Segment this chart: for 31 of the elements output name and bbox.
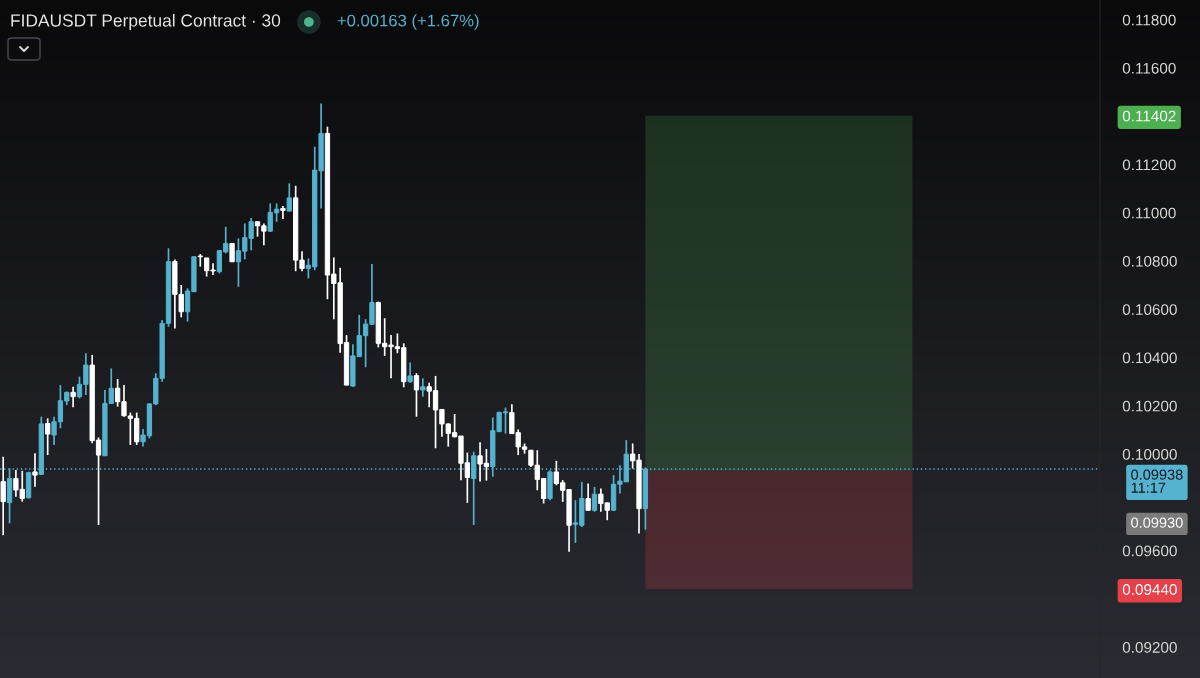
candlestick bbox=[471, 450, 477, 526]
y-tick-label: 0.10200 bbox=[1122, 400, 1177, 412]
text: 0.09930 bbox=[1131, 517, 1183, 528]
candlestick bbox=[45, 417, 51, 456]
candlestick bbox=[585, 482, 591, 512]
y-tick-label: 0.10000 bbox=[1122, 448, 1177, 460]
candlestick bbox=[413, 372, 420, 418]
y-tick-label: 0.11800 bbox=[1122, 14, 1176, 26]
y-tick-label: 0.11402 bbox=[1122, 110, 1176, 122]
candlestick bbox=[0, 455, 6, 536]
candlestick bbox=[407, 361, 413, 384]
candlestick bbox=[197, 253, 203, 268]
text: FIDAUSDT Perpetual Contract · 30 bbox=[11, 13, 281, 31]
text: +0.00163 (+1.67%) bbox=[337, 14, 479, 30]
candlestick bbox=[286, 182, 292, 212]
y-tick-label: 0.11000 bbox=[1122, 207, 1176, 219]
candlestick bbox=[591, 486, 598, 513]
ref-line-label: 0.09938 11:17 bbox=[1131, 469, 1183, 493]
y-tick-label: 0.09200 bbox=[1122, 641, 1177, 653]
candlestick bbox=[420, 377, 426, 398]
candlestick bbox=[32, 452, 38, 488]
y-tick-label: 0.10400 bbox=[1122, 352, 1177, 364]
candlestick bbox=[280, 205, 286, 220]
y-tick-label: 0.11600 bbox=[1122, 62, 1176, 74]
y-tick-label: 0.11200 bbox=[1122, 159, 1176, 171]
y-tick-label: 0.10600 bbox=[1122, 304, 1177, 316]
y-tick-label: 0.09600 bbox=[1122, 545, 1177, 557]
y-tick-label: 0.09440 bbox=[1122, 584, 1177, 595]
candlestick bbox=[229, 242, 235, 263]
y-tick-label: 0.10800 bbox=[1122, 255, 1177, 267]
candlestick bbox=[70, 385, 76, 409]
